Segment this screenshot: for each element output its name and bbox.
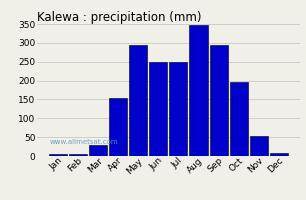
Bar xyxy=(129,45,147,156)
Text: www.allmetsat.com: www.allmetsat.com xyxy=(50,139,118,145)
Bar xyxy=(270,153,288,156)
Bar xyxy=(69,154,87,156)
Bar xyxy=(189,25,207,156)
Bar xyxy=(149,62,167,156)
Bar xyxy=(169,62,187,156)
Bar xyxy=(250,136,268,156)
Bar xyxy=(210,45,228,156)
Bar xyxy=(89,145,107,156)
Text: Kalewa : precipitation (mm): Kalewa : precipitation (mm) xyxy=(37,11,201,24)
Bar xyxy=(109,98,127,156)
Bar xyxy=(49,154,67,156)
Bar xyxy=(230,82,248,156)
